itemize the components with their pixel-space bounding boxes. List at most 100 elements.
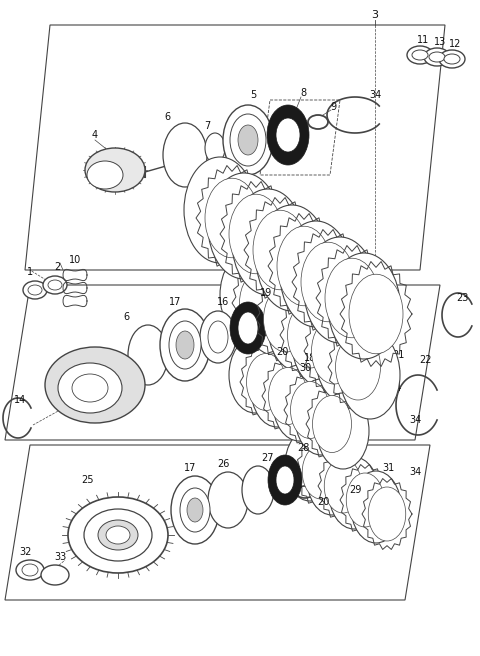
Ellipse shape xyxy=(302,445,340,499)
Text: 4: 4 xyxy=(92,130,98,140)
Text: 19: 19 xyxy=(260,288,272,298)
Text: 20: 20 xyxy=(317,497,329,507)
Ellipse shape xyxy=(229,337,281,413)
Text: 11: 11 xyxy=(417,35,429,45)
Ellipse shape xyxy=(324,459,362,513)
Ellipse shape xyxy=(304,237,376,343)
Text: 22: 22 xyxy=(419,355,431,365)
Ellipse shape xyxy=(205,178,259,258)
Ellipse shape xyxy=(336,334,381,400)
Ellipse shape xyxy=(261,334,279,346)
Ellipse shape xyxy=(325,258,379,338)
Ellipse shape xyxy=(290,382,329,438)
Text: 16: 16 xyxy=(217,297,229,307)
Ellipse shape xyxy=(439,50,465,68)
Ellipse shape xyxy=(253,211,307,290)
Ellipse shape xyxy=(84,509,152,561)
Ellipse shape xyxy=(43,276,67,294)
Text: 9: 9 xyxy=(330,102,336,112)
Text: 34: 34 xyxy=(409,467,421,477)
Text: 34: 34 xyxy=(409,415,421,425)
Ellipse shape xyxy=(187,498,203,522)
Ellipse shape xyxy=(240,270,285,336)
Text: 18: 18 xyxy=(304,353,316,363)
Ellipse shape xyxy=(296,486,314,498)
Ellipse shape xyxy=(85,148,145,192)
Text: 28: 28 xyxy=(297,443,309,453)
Ellipse shape xyxy=(58,363,122,413)
Ellipse shape xyxy=(163,123,207,187)
Text: 30: 30 xyxy=(299,363,311,373)
Ellipse shape xyxy=(160,309,210,381)
Ellipse shape xyxy=(268,455,302,505)
Ellipse shape xyxy=(412,50,428,60)
Ellipse shape xyxy=(106,526,130,544)
Text: 10: 10 xyxy=(69,255,81,265)
Ellipse shape xyxy=(176,331,194,359)
Text: 29: 29 xyxy=(349,485,361,495)
Ellipse shape xyxy=(205,133,225,163)
Ellipse shape xyxy=(268,283,328,371)
Ellipse shape xyxy=(45,347,145,423)
Text: 20: 20 xyxy=(276,347,288,357)
Ellipse shape xyxy=(48,280,62,290)
Ellipse shape xyxy=(277,226,331,306)
Ellipse shape xyxy=(368,487,406,541)
Ellipse shape xyxy=(346,473,384,527)
Text: 21: 21 xyxy=(392,350,404,360)
Text: 12: 12 xyxy=(449,39,461,49)
Ellipse shape xyxy=(16,560,44,580)
Ellipse shape xyxy=(238,312,258,344)
Ellipse shape xyxy=(288,302,333,368)
Ellipse shape xyxy=(273,365,325,441)
Text: 17: 17 xyxy=(184,463,196,473)
Ellipse shape xyxy=(316,315,376,403)
Ellipse shape xyxy=(301,242,355,321)
Ellipse shape xyxy=(28,285,42,295)
Ellipse shape xyxy=(307,443,357,515)
Ellipse shape xyxy=(444,54,460,64)
Text: 8: 8 xyxy=(300,88,306,98)
Ellipse shape xyxy=(87,161,123,189)
Text: 5: 5 xyxy=(250,90,256,100)
Ellipse shape xyxy=(312,318,357,384)
Ellipse shape xyxy=(285,429,335,501)
Text: 33: 33 xyxy=(54,552,66,562)
Ellipse shape xyxy=(223,105,273,175)
Text: 26: 26 xyxy=(217,459,229,469)
Ellipse shape xyxy=(208,321,228,353)
Ellipse shape xyxy=(72,374,108,402)
Ellipse shape xyxy=(295,379,347,455)
Ellipse shape xyxy=(328,253,400,359)
Ellipse shape xyxy=(329,457,379,529)
Text: 24: 24 xyxy=(389,383,401,393)
Ellipse shape xyxy=(229,194,283,274)
Ellipse shape xyxy=(244,267,304,355)
Ellipse shape xyxy=(242,466,274,514)
Ellipse shape xyxy=(232,189,304,295)
Ellipse shape xyxy=(171,476,219,544)
Ellipse shape xyxy=(267,105,309,165)
Text: 1: 1 xyxy=(27,267,33,277)
Text: 14: 14 xyxy=(14,395,26,405)
Ellipse shape xyxy=(349,274,403,354)
Ellipse shape xyxy=(180,488,210,532)
Ellipse shape xyxy=(98,520,138,550)
Text: 34: 34 xyxy=(369,90,381,100)
Text: 31: 31 xyxy=(382,463,394,473)
Ellipse shape xyxy=(276,118,300,152)
Text: 27: 27 xyxy=(262,453,274,463)
Text: 31: 31 xyxy=(374,405,386,415)
Ellipse shape xyxy=(280,221,352,327)
Ellipse shape xyxy=(41,565,69,585)
Ellipse shape xyxy=(251,351,303,427)
Ellipse shape xyxy=(208,173,280,279)
Ellipse shape xyxy=(317,393,369,469)
Ellipse shape xyxy=(264,286,309,352)
Text: 17: 17 xyxy=(169,297,181,307)
Text: 6: 6 xyxy=(123,312,129,322)
Ellipse shape xyxy=(308,115,328,129)
Ellipse shape xyxy=(208,472,248,528)
Text: 3: 3 xyxy=(372,10,379,20)
Ellipse shape xyxy=(23,281,47,299)
